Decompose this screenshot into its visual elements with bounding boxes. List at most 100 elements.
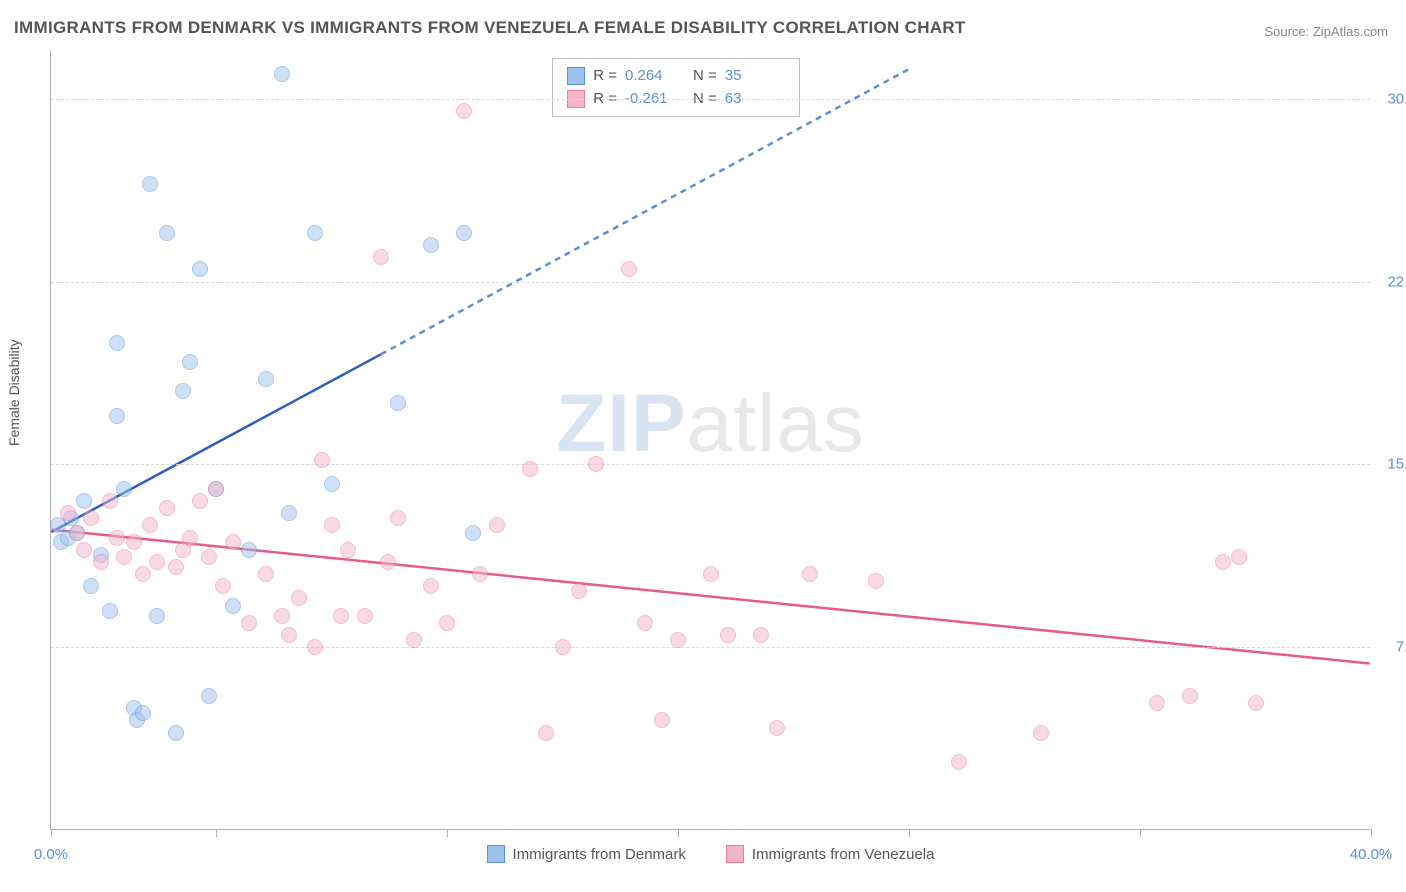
scatter-point xyxy=(192,261,208,277)
legend-label: Immigrants from Denmark xyxy=(513,846,686,863)
scatter-point xyxy=(116,549,132,565)
x-tick-label: 0.0% xyxy=(34,846,68,863)
scatter-point xyxy=(159,500,175,516)
gridline-horizontal xyxy=(51,464,1370,465)
legend-item: Immigrants from Denmark xyxy=(487,845,686,863)
scatter-point xyxy=(182,354,198,370)
watermark: ZIPatlas xyxy=(556,377,865,471)
scatter-point xyxy=(670,632,686,648)
scatter-point xyxy=(439,615,455,631)
scatter-point xyxy=(291,590,307,606)
scatter-point xyxy=(538,725,554,741)
scatter-point xyxy=(135,566,151,582)
y-axis-label: Female Disability xyxy=(6,339,22,446)
scatter-point xyxy=(241,542,257,558)
scatter-point xyxy=(109,408,125,424)
scatter-point xyxy=(201,688,217,704)
scatter-point xyxy=(142,176,158,192)
n-value: 35 xyxy=(725,65,785,88)
scatter-point xyxy=(423,578,439,594)
gridline-horizontal xyxy=(51,99,1370,100)
scatter-point xyxy=(109,335,125,351)
scatter-point xyxy=(333,608,349,624)
scatter-point xyxy=(149,608,165,624)
scatter-point xyxy=(135,705,151,721)
x-tick-label: 40.0% xyxy=(1350,846,1393,863)
scatter-point xyxy=(109,530,125,546)
gridline-horizontal xyxy=(51,282,1370,283)
scatter-point xyxy=(281,505,297,521)
scatter-point xyxy=(472,566,488,582)
y-tick-label: 30.0% xyxy=(1387,90,1406,107)
scatter-point xyxy=(225,534,241,550)
scatter-point xyxy=(769,720,785,736)
scatter-point xyxy=(274,608,290,624)
scatter-point xyxy=(1033,725,1049,741)
scatter-point xyxy=(1182,688,1198,704)
scatter-point xyxy=(703,566,719,582)
gridline-horizontal xyxy=(51,647,1370,648)
scatter-point xyxy=(373,249,389,265)
bottom-legend: Immigrants from Denmark Immigrants from V… xyxy=(487,845,935,863)
scatter-point xyxy=(489,517,505,533)
scatter-point xyxy=(307,225,323,241)
scatter-point xyxy=(456,103,472,119)
scatter-point xyxy=(168,725,184,741)
scatter-point xyxy=(76,542,92,558)
scatter-point xyxy=(126,534,142,550)
x-tick xyxy=(1140,829,1141,837)
scatter-point xyxy=(83,510,99,526)
y-tick-label: 22.5% xyxy=(1387,273,1406,290)
scatter-point xyxy=(208,481,224,497)
x-tick xyxy=(678,829,679,837)
scatter-point xyxy=(192,493,208,509)
stats-box: R =0.264N =35R =-0.261N =63 xyxy=(552,58,800,117)
legend-label: Immigrants from Venezuela xyxy=(752,846,935,863)
scatter-point xyxy=(83,578,99,594)
scatter-point xyxy=(76,493,92,509)
scatter-point xyxy=(324,476,340,492)
scatter-point xyxy=(175,383,191,399)
scatter-point xyxy=(357,608,373,624)
legend-swatch xyxy=(726,845,744,863)
scatter-point xyxy=(314,452,330,468)
scatter-point xyxy=(720,627,736,643)
scatter-point xyxy=(60,505,76,521)
n-label: N = xyxy=(693,65,717,88)
scatter-point xyxy=(142,517,158,533)
scatter-point xyxy=(423,237,439,253)
plot-area: ZIPatlas R =0.264N =35R =-0.261N =63 Imm… xyxy=(50,50,1370,830)
scatter-point xyxy=(390,510,406,526)
scatter-point xyxy=(1149,695,1165,711)
chart-title: IMMIGRANTS FROM DENMARK VS IMMIGRANTS FR… xyxy=(14,18,966,38)
scatter-point xyxy=(258,371,274,387)
scatter-point xyxy=(456,225,472,241)
source-label: Source: ZipAtlas.com xyxy=(1264,24,1388,39)
scatter-point xyxy=(390,395,406,411)
x-tick xyxy=(1371,829,1372,837)
scatter-point xyxy=(637,615,653,631)
scatter-point xyxy=(102,603,118,619)
scatter-point xyxy=(1231,549,1247,565)
scatter-point xyxy=(215,578,231,594)
scatter-point xyxy=(93,554,109,570)
scatter-point xyxy=(868,573,884,589)
scatter-point xyxy=(258,566,274,582)
scatter-point xyxy=(159,225,175,241)
x-tick xyxy=(909,829,910,837)
scatter-point xyxy=(802,566,818,582)
scatter-point xyxy=(241,615,257,631)
scatter-point xyxy=(654,712,670,728)
legend-item: Immigrants from Venezuela xyxy=(726,845,935,863)
x-tick xyxy=(216,829,217,837)
scatter-point xyxy=(621,261,637,277)
trend-lines xyxy=(51,50,1370,829)
scatter-point xyxy=(182,530,198,546)
scatter-point xyxy=(465,525,481,541)
r-value: 0.264 xyxy=(625,65,685,88)
scatter-point xyxy=(588,456,604,472)
scatter-point xyxy=(340,542,356,558)
scatter-point xyxy=(69,525,85,541)
stats-row: R =0.264N =35 xyxy=(567,65,785,88)
scatter-point xyxy=(102,493,118,509)
